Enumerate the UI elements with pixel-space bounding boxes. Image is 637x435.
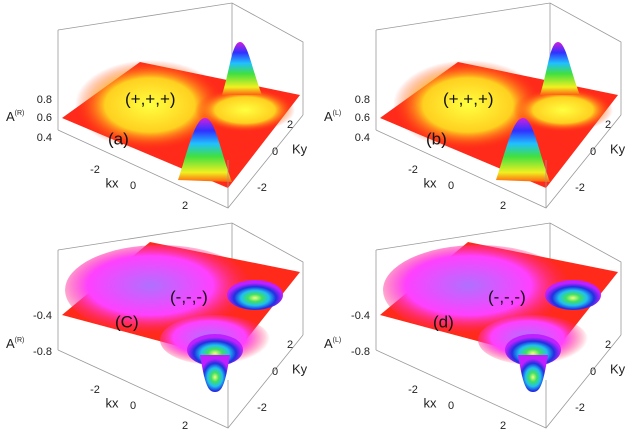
- ky-axis-label: Ky: [292, 361, 308, 376]
- panel-label: (b): [426, 129, 447, 148]
- z-tick-label: 0.4: [355, 132, 370, 144]
- ky-axis-label: Ky: [292, 141, 308, 156]
- kx-tick-label: -2: [408, 164, 418, 176]
- surface-panel: (d) (-,-,-) A(L) -0.4 -0.8 -2 0 2 kx 2 0 -2 Ky: [324, 222, 626, 432]
- z-axis-label: A(R): [6, 336, 24, 351]
- z-axis-label: A(L): [324, 336, 341, 351]
- z-tick-label: -0.4: [351, 310, 370, 322]
- kx-tick-label: 0: [448, 180, 454, 192]
- ky-tick-label: -2: [575, 182, 585, 194]
- surface-bump: [513, 88, 613, 132]
- z-tick-label: 0.8: [355, 94, 370, 106]
- panel-label: (d): [433, 312, 454, 331]
- surface-bump: [75, 60, 225, 150]
- panel-annotation: (-,-,-): [170, 287, 208, 306]
- well-tip: [200, 355, 230, 392]
- z-label-base: A: [6, 336, 15, 351]
- z-label-sup: (R): [15, 110, 25, 117]
- ky-tick-label: 2: [605, 119, 611, 131]
- surface-panel: (b) (+,+,+) A(L) 0.8 0.6 0.4 -2 0 2 kx 2 0 -2 Ky: [324, 2, 626, 212]
- panel-label: (C): [115, 312, 139, 331]
- z-tick-label: -0.8: [351, 346, 370, 358]
- well-tip: [518, 355, 548, 392]
- surface-dip: [65, 245, 255, 335]
- z-tick-label: -0.8: [33, 346, 52, 358]
- well: [545, 280, 601, 310]
- z-label-base: A: [324, 336, 333, 351]
- kx-tick-label: 2: [182, 200, 188, 212]
- z-label-base: A: [6, 109, 15, 124]
- kx-tick-label: 2: [182, 420, 188, 432]
- panel-annotation: (+,+,+): [125, 89, 176, 108]
- surface-panel: (a) (+,+,+) A(R) 0.8 0.6 0.4 -2 0 2 kx 2 0 -2 Ky: [6, 2, 308, 212]
- z-tick-label: 0.6: [355, 112, 370, 124]
- well: [227, 280, 283, 310]
- surface-bump: [195, 88, 295, 132]
- kx-tick-label: 0: [130, 400, 136, 412]
- box-edge: [375, 334, 622, 429]
- ky-tick-label: 2: [605, 339, 611, 351]
- z-tick-label: 0.6: [37, 112, 52, 124]
- box-edge: [375, 2, 622, 130]
- ky-tick-label: -2: [257, 402, 267, 414]
- ky-axis-label: Ky: [610, 141, 626, 156]
- z-axis-label: A(R): [6, 109, 24, 124]
- surface-panel: (C) (-,-,-) A(R) -0.4 -0.8 -2 0 2 kx 2 0 -2 Ky: [6, 222, 308, 432]
- ky-axis-label: Ky: [610, 361, 626, 376]
- kx-axis-label: kx: [424, 175, 438, 190]
- kx-tick-label: -2: [90, 384, 100, 396]
- surface-bump: [393, 60, 543, 150]
- kx-tick-label: 0: [448, 400, 454, 412]
- z-tick-label: 0.4: [37, 132, 52, 144]
- peak: [496, 118, 550, 182]
- z-label-sup: (R): [15, 337, 25, 344]
- peak: [540, 42, 580, 95]
- z-tick-label: -0.4: [33, 310, 52, 322]
- z-label-sup: (L): [333, 110, 342, 117]
- kx-tick-label: 2: [500, 200, 506, 212]
- panels: (a)(+,+,+)A(R)0.80.60.4-202kx20-2Ky(b)(+…: [6, 2, 626, 432]
- box-edge: [57, 2, 304, 130]
- ky-tick-label: -2: [575, 402, 585, 414]
- ky-tick-label: 0: [272, 146, 278, 158]
- ky-tick-label: 0: [590, 146, 596, 158]
- z-label-base: A: [324, 109, 333, 124]
- ky-tick-label: -2: [257, 182, 267, 194]
- panel-label: (a): [108, 129, 129, 148]
- z-axis-label: A(L): [324, 109, 341, 124]
- z-label-sup: (L): [333, 337, 342, 344]
- box-edge: [375, 114, 622, 209]
- ky-tick-label: 2: [287, 339, 293, 351]
- z-tick-label: 0.8: [37, 94, 52, 106]
- kx-axis-label: kx: [106, 395, 120, 410]
- kx-tick-label: 0: [130, 180, 136, 192]
- surface-dip: [383, 245, 573, 335]
- ky-tick-label: 0: [272, 366, 278, 378]
- peak: [178, 118, 232, 182]
- peak: [222, 42, 262, 95]
- kx-axis-label: kx: [424, 395, 438, 410]
- box-edge: [57, 334, 304, 429]
- kx-tick-label: 2: [500, 420, 506, 432]
- ky-tick-label: 2: [287, 119, 293, 131]
- kx-tick-label: -2: [90, 164, 100, 176]
- kx-axis-label: kx: [106, 175, 120, 190]
- panel-annotation: (-,-,-): [488, 287, 526, 306]
- kx-tick-label: -2: [408, 384, 418, 396]
- ky-tick-label: 0: [590, 366, 596, 378]
- panel-annotation: (+,+,+): [443, 89, 494, 108]
- box-edge: [57, 114, 304, 209]
